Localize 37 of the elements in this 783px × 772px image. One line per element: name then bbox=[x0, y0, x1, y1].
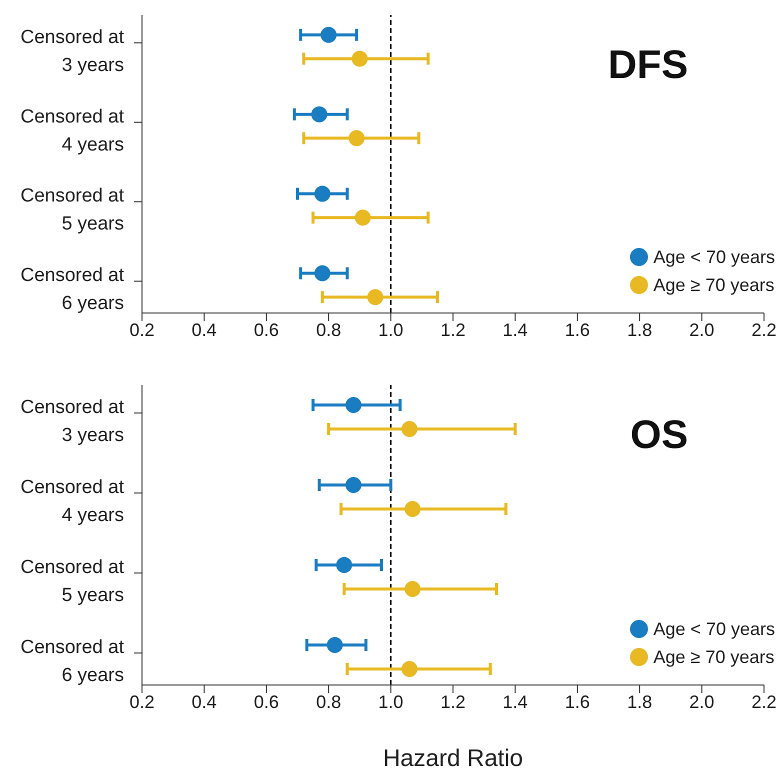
x-tick-label: 1.4 bbox=[502, 320, 528, 340]
x-tick-label: 1.6 bbox=[564, 692, 590, 712]
x-tick-label: 1.6 bbox=[564, 320, 590, 340]
x-tick-label: 2.0 bbox=[689, 692, 714, 712]
legend-label: Age ≥ 70 years bbox=[653, 646, 774, 668]
y-tick-label: Censored at 3 years bbox=[20, 397, 125, 446]
y-tick-label: Censored at 5 years bbox=[20, 186, 125, 235]
x-tick-label: 2.2 bbox=[751, 320, 777, 340]
x-tick-label: 1.2 bbox=[440, 692, 466, 712]
x-tick-label: 1.4 bbox=[502, 692, 528, 712]
legend-label: Age < 70 years bbox=[653, 618, 775, 640]
y-tick-label: Censored at 4 years bbox=[20, 106, 125, 156]
y-tick-label: Censored at 4 years bbox=[20, 477, 125, 526]
text: OS bbox=[630, 413, 688, 458]
x-tick-label: 0.4 bbox=[192, 320, 217, 340]
x-tick-label: 0.2 bbox=[129, 320, 155, 340]
x-tick-label: 0.6 bbox=[254, 320, 279, 340]
x-tick-label: 1.8 bbox=[627, 320, 652, 340]
y-tick-label: Censored at 5 years bbox=[20, 557, 125, 606]
x-tick-label: 2.0 bbox=[689, 320, 714, 340]
x-tick-label: 1.0 bbox=[378, 692, 404, 712]
x-tick-label: 0.6 bbox=[254, 692, 279, 712]
legend-label: Age < 70 years bbox=[653, 246, 775, 268]
legend-label: Age ≥ 70 years bbox=[653, 274, 774, 296]
x-tick-label: 1.2 bbox=[440, 320, 466, 340]
x-tick-label: 0.8 bbox=[316, 692, 342, 712]
x-axis-title: Hazard Ratio bbox=[382, 745, 524, 772]
x-tick-label: 0.4 bbox=[192, 692, 217, 712]
x-tick-label: 1.0 bbox=[378, 320, 404, 340]
y-tick-label: Censored at 6 years bbox=[20, 637, 125, 686]
text: DFS bbox=[608, 43, 688, 88]
x-tick-label: 1.8 bbox=[627, 692, 652, 712]
x-tick-label: 2.2 bbox=[751, 692, 777, 712]
x-tick-label: 0.2 bbox=[129, 692, 155, 712]
x-tick-label: 0.8 bbox=[316, 320, 342, 340]
y-tick-label: Censored at 3 years bbox=[20, 26, 125, 76]
y-tick-label: Censored at 6 years bbox=[20, 265, 125, 314]
